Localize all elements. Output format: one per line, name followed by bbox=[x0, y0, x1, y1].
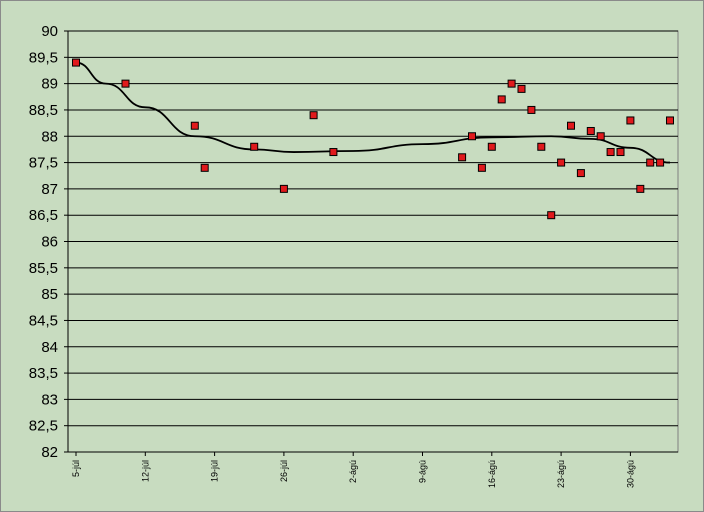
y-tick-label: 85 bbox=[41, 286, 58, 303]
data-point bbox=[636, 184, 645, 193]
data-point bbox=[626, 116, 635, 125]
x-tick-label: 19-júl bbox=[210, 460, 220, 482]
y-tick-label: 83 bbox=[41, 391, 58, 408]
y-tick-label: 86,5 bbox=[29, 207, 58, 224]
data-point bbox=[477, 163, 486, 172]
data-point bbox=[309, 111, 318, 120]
y-tick-label: 82,5 bbox=[29, 418, 58, 435]
data-point bbox=[250, 142, 259, 151]
y-tick-label: 85,5 bbox=[29, 260, 58, 277]
y-tick-label: 82 bbox=[41, 444, 58, 461]
y-tick-label: 88 bbox=[41, 128, 58, 145]
y-tick-label: 84 bbox=[41, 339, 58, 356]
data-point bbox=[468, 132, 476, 141]
data-point bbox=[200, 163, 209, 172]
data-point bbox=[666, 116, 674, 125]
data-point bbox=[329, 148, 338, 157]
data-point bbox=[586, 126, 595, 135]
data-point bbox=[606, 148, 615, 157]
data-point bbox=[279, 184, 288, 193]
y-tick-label: 89 bbox=[41, 76, 58, 93]
y-tick-label: 89,5 bbox=[29, 49, 58, 66]
y-tick-label: 90 bbox=[41, 23, 58, 40]
y-tick-label: 87,5 bbox=[29, 155, 58, 172]
x-tick-label: 9-ágú bbox=[418, 460, 428, 483]
data-point bbox=[190, 121, 199, 130]
x-tick-label: 16-ágú bbox=[487, 460, 497, 488]
data-point bbox=[616, 148, 625, 157]
data-point bbox=[507, 79, 516, 88]
data-point bbox=[656, 158, 665, 167]
data-point bbox=[497, 95, 506, 104]
x-tick-label: 5-júl bbox=[71, 460, 81, 477]
trendline bbox=[75, 61, 671, 164]
y-tick-label: 83,5 bbox=[29, 365, 58, 382]
data-point bbox=[458, 153, 467, 162]
data-point bbox=[576, 169, 585, 178]
x-tick-label: 26-júl bbox=[279, 460, 289, 482]
data-point bbox=[121, 79, 130, 88]
data-point bbox=[487, 142, 496, 151]
x-tick-label: 2-ágú bbox=[348, 460, 358, 483]
data-point bbox=[72, 58, 80, 67]
y-tick-label: 88,5 bbox=[29, 102, 58, 119]
data-point bbox=[567, 121, 575, 130]
data-point bbox=[547, 211, 556, 220]
data-point bbox=[557, 158, 566, 167]
data-point bbox=[596, 132, 605, 141]
data-point bbox=[527, 105, 536, 114]
x-tick-label: 23-ágú bbox=[556, 460, 566, 488]
data-point bbox=[517, 84, 526, 93]
data-point bbox=[646, 158, 655, 167]
x-tick-label: 12-júl bbox=[140, 460, 150, 482]
x-tick-label: 30-ágú bbox=[625, 460, 635, 488]
data-point bbox=[537, 142, 546, 151]
y-tick-label: 86 bbox=[41, 234, 58, 251]
y-tick-label: 87 bbox=[41, 181, 58, 198]
y-tick-label: 84,5 bbox=[29, 312, 58, 329]
